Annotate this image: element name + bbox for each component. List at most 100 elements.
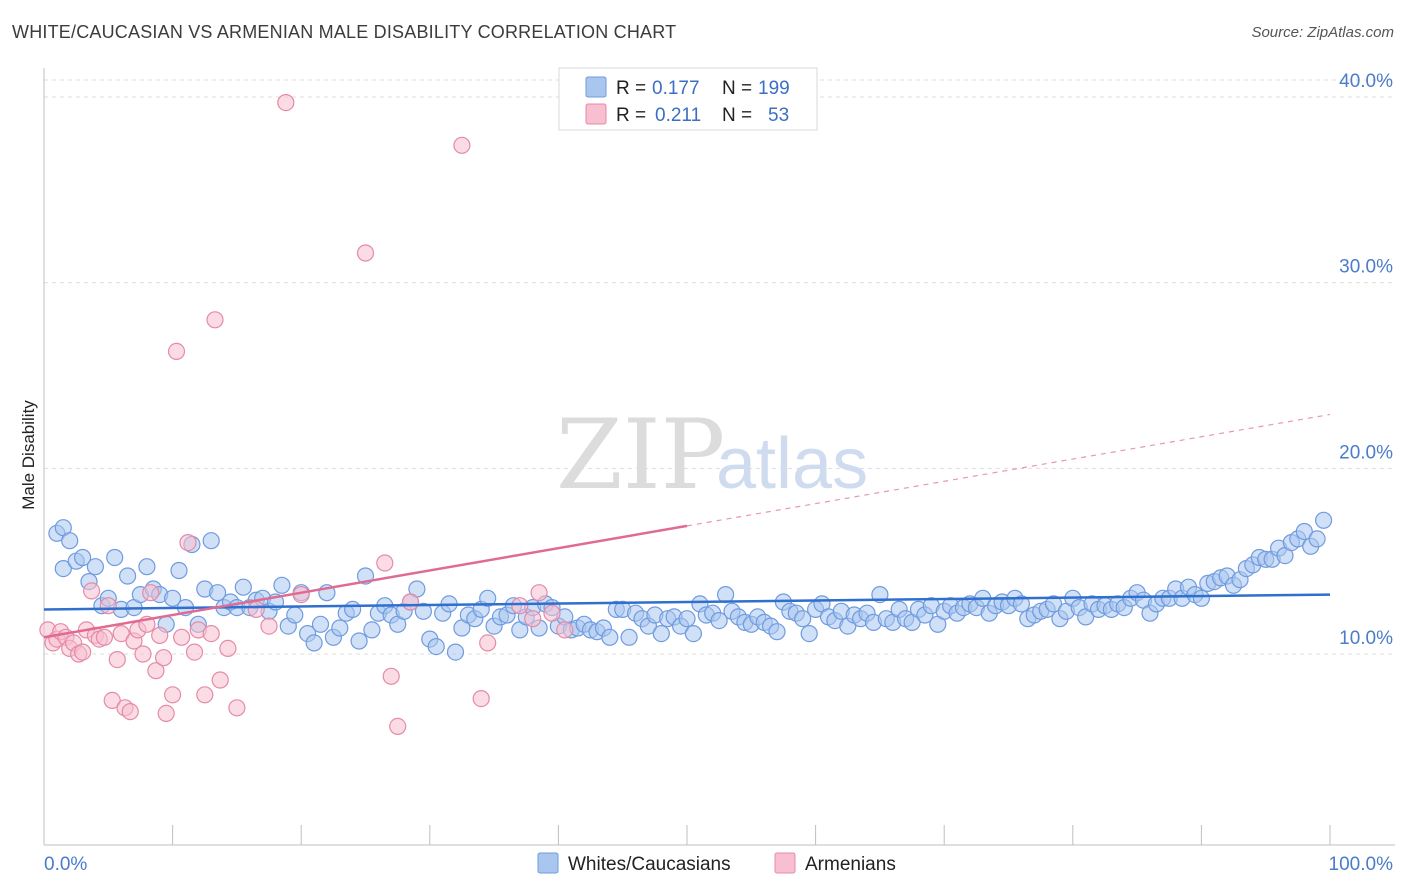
data-point — [106, 548, 124, 567]
data-point — [121, 702, 139, 721]
data-point — [260, 617, 278, 635]
data-point — [710, 611, 728, 630]
data-point — [247, 600, 265, 619]
trend-line-whites — [43, 593, 1331, 611]
watermark: ZIP atlas — [556, 399, 868, 511]
data-point — [234, 578, 252, 596]
data-point — [170, 561, 188, 580]
trend-lines — [43, 413, 1331, 639]
data-point — [530, 584, 548, 602]
y-axis-label: Male Disability — [19, 400, 38, 510]
data-point — [1314, 511, 1333, 529]
data-point — [157, 704, 175, 723]
data-point — [95, 628, 114, 646]
data-point — [196, 686, 214, 704]
data-point — [800, 624, 818, 643]
data-point — [151, 626, 169, 645]
data-point — [173, 628, 191, 646]
trend-line-extension-armenians — [686, 413, 1331, 527]
data-point — [472, 689, 490, 708]
trend-line-armenians — [43, 524, 688, 639]
data-point — [716, 585, 735, 604]
y-tick-label: 40.0% — [1339, 71, 1393, 92]
data-point — [73, 548, 92, 567]
data-point — [286, 606, 304, 624]
legend-swatch-whites — [585, 76, 607, 98]
data-point — [206, 311, 224, 329]
bottom-legend-label-armenians: Armenians — [805, 854, 896, 875]
data-point — [209, 584, 227, 602]
x-tick-labels: 0.0% 100.0% — [44, 854, 1393, 875]
data-point — [524, 610, 542, 628]
data-point — [99, 597, 117, 615]
data-point — [277, 93, 295, 112]
legend-r-value-whites: 0.177 — [652, 78, 700, 99]
source-label: Source: ZipAtlas.com — [1251, 24, 1394, 41]
bottom-legend: Whites/Caucasians Armenians — [537, 852, 896, 875]
data-point — [108, 650, 126, 669]
data-point — [601, 628, 619, 646]
data-point — [1295, 522, 1313, 541]
data-point — [331, 619, 349, 637]
chart-title: WHITE/CAUCASIAN VS ARMENIAN MALE DISABIL… — [12, 22, 677, 42]
data-point — [1044, 595, 1063, 613]
data-point — [219, 639, 237, 658]
bottom-legend-swatch-armenians — [774, 852, 796, 874]
data-point — [453, 136, 471, 154]
y-tick-labels: 10.0% 20.0% 30.0% 40.0% — [1339, 71, 1393, 649]
legend-n-label-whites: N = — [722, 78, 752, 99]
x-tick-label: 0.0% — [44, 854, 87, 875]
gridlines — [44, 79, 1395, 655]
x-tick-label: 100.0% — [1329, 854, 1394, 875]
data-point — [211, 671, 229, 689]
watermark-zip: ZIP — [556, 399, 725, 511]
data-point — [164, 589, 182, 607]
data-point — [350, 632, 368, 650]
series-armenians — [39, 93, 574, 736]
data-point — [678, 610, 696, 628]
data-point — [147, 662, 165, 680]
data-point — [179, 533, 197, 552]
legend: R = 0.177 N = 199 R = 0.211 N = 53 — [558, 67, 818, 131]
y-tick-label: 20.0% — [1339, 442, 1393, 463]
data-point — [427, 637, 445, 656]
data-point — [768, 623, 786, 641]
y-tick-label: 10.0% — [1339, 628, 1393, 649]
watermark-atlas: atlas — [716, 424, 868, 504]
bottom-legend-label-whites: Whites/Caucasians — [568, 854, 731, 875]
data-point — [311, 615, 330, 633]
data-point — [155, 649, 173, 667]
data-point — [134, 645, 152, 663]
data-point — [479, 589, 497, 607]
data-point — [167, 342, 186, 360]
data-point — [794, 610, 812, 628]
data-point — [344, 600, 362, 619]
data-point — [363, 621, 381, 639]
data-point — [54, 559, 72, 578]
data-point — [164, 686, 182, 704]
data-point — [556, 621, 574, 639]
series-whites — [48, 511, 1333, 661]
data-point — [414, 602, 432, 620]
data-point — [305, 634, 323, 652]
data-point — [511, 597, 529, 615]
legend-swatch-armenians — [585, 103, 607, 125]
data-point — [228, 699, 246, 717]
data-point — [376, 554, 394, 572]
legend-r-label-armenians: R = — [616, 105, 646, 126]
data-point — [356, 244, 375, 262]
legend-n-label-armenians: N = — [722, 105, 752, 126]
data-point — [142, 584, 160, 602]
axes — [43, 68, 1395, 846]
data-point — [86, 558, 105, 576]
data-point — [543, 604, 561, 622]
data-point — [82, 582, 101, 600]
legend-r-value-armenians: 0.211 — [655, 105, 701, 126]
data-point — [684, 624, 703, 643]
data-point — [273, 576, 291, 594]
data-point — [138, 558, 156, 576]
data-point — [1308, 530, 1326, 548]
data-point — [652, 624, 670, 643]
data-point — [1192, 589, 1211, 607]
